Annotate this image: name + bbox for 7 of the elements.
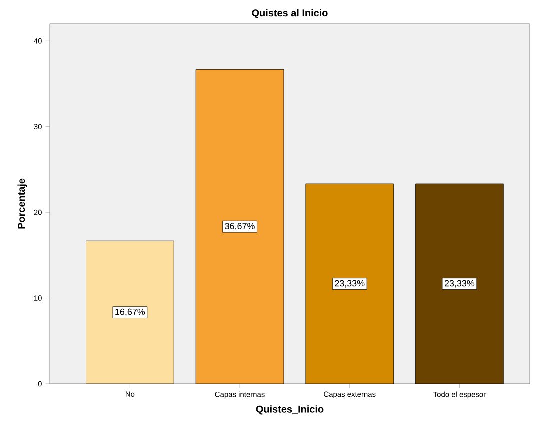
chart-title: Quistes al Inicio bbox=[252, 9, 328, 19]
x-axis-title: Quistes_Inicio bbox=[256, 406, 324, 415]
data-label: 36,67% bbox=[225, 223, 255, 231]
data-label: 23,33% bbox=[335, 280, 365, 288]
y-axis-title: Porcentaje bbox=[18, 178, 28, 229]
data-label: 16,67% bbox=[116, 308, 146, 316]
data-label: 23,33% bbox=[444, 280, 475, 288]
